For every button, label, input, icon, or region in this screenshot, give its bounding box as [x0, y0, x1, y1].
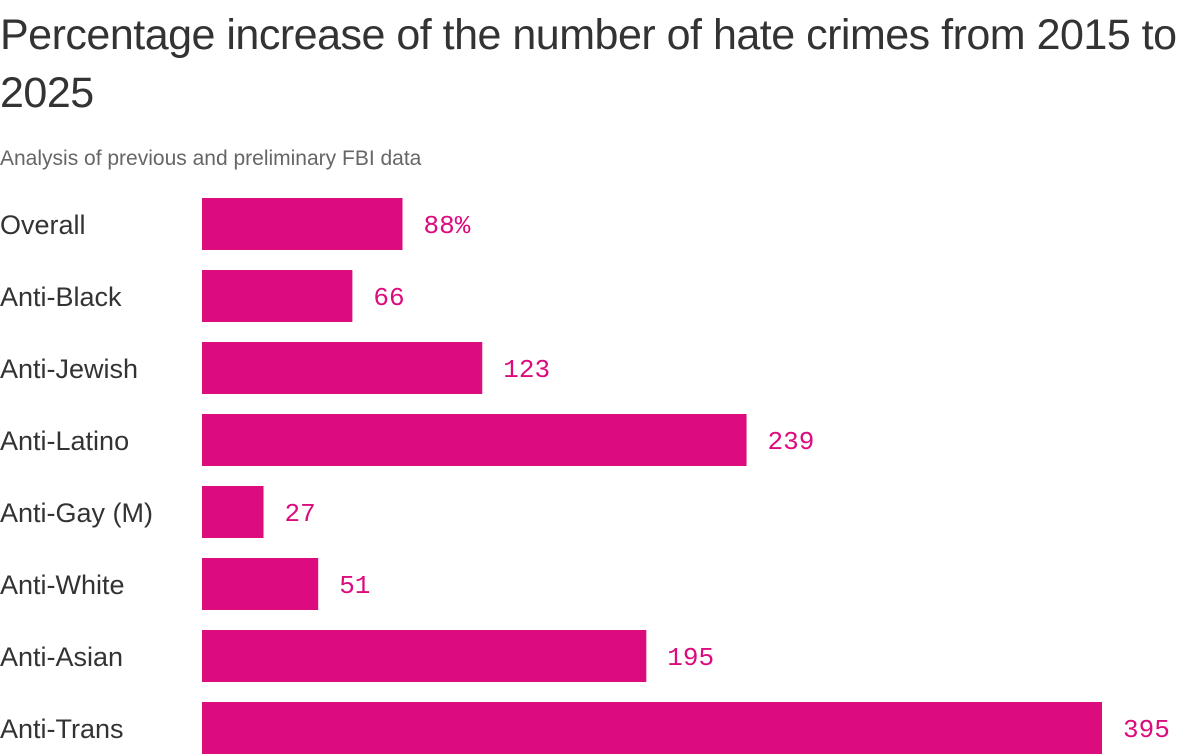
bar [202, 414, 747, 466]
category-label: Overall [0, 210, 86, 240]
bar [202, 342, 483, 394]
chart-subtitle: Analysis of previous and preliminary FBI… [0, 147, 422, 170]
bar [202, 630, 647, 682]
data-label: 88% [424, 211, 471, 241]
category-label: Anti-Asian [0, 642, 123, 672]
data-label: 195 [667, 643, 714, 673]
bar [202, 558, 319, 610]
category-label: Anti-Black [0, 282, 122, 312]
category-label: Anti-White [0, 570, 125, 600]
data-label: 395 [1123, 715, 1170, 745]
data-label: 27 [285, 499, 316, 529]
chart-title: Percentage increase of the number of hat… [0, 11, 1177, 117]
category-label: Anti-Gay (M) [0, 498, 153, 528]
data-label: 239 [768, 427, 815, 457]
bar [202, 486, 264, 538]
bar [202, 198, 403, 250]
bar [202, 702, 1102, 754]
category-label: Anti-Latino [0, 426, 129, 456]
category-label: Anti-Jewish [0, 354, 138, 384]
category-label: Anti-Trans [0, 714, 124, 744]
bar [202, 270, 353, 322]
data-label: 66 [373, 283, 404, 313]
data-label: 123 [503, 355, 550, 385]
data-label: 51 [339, 571, 370, 601]
